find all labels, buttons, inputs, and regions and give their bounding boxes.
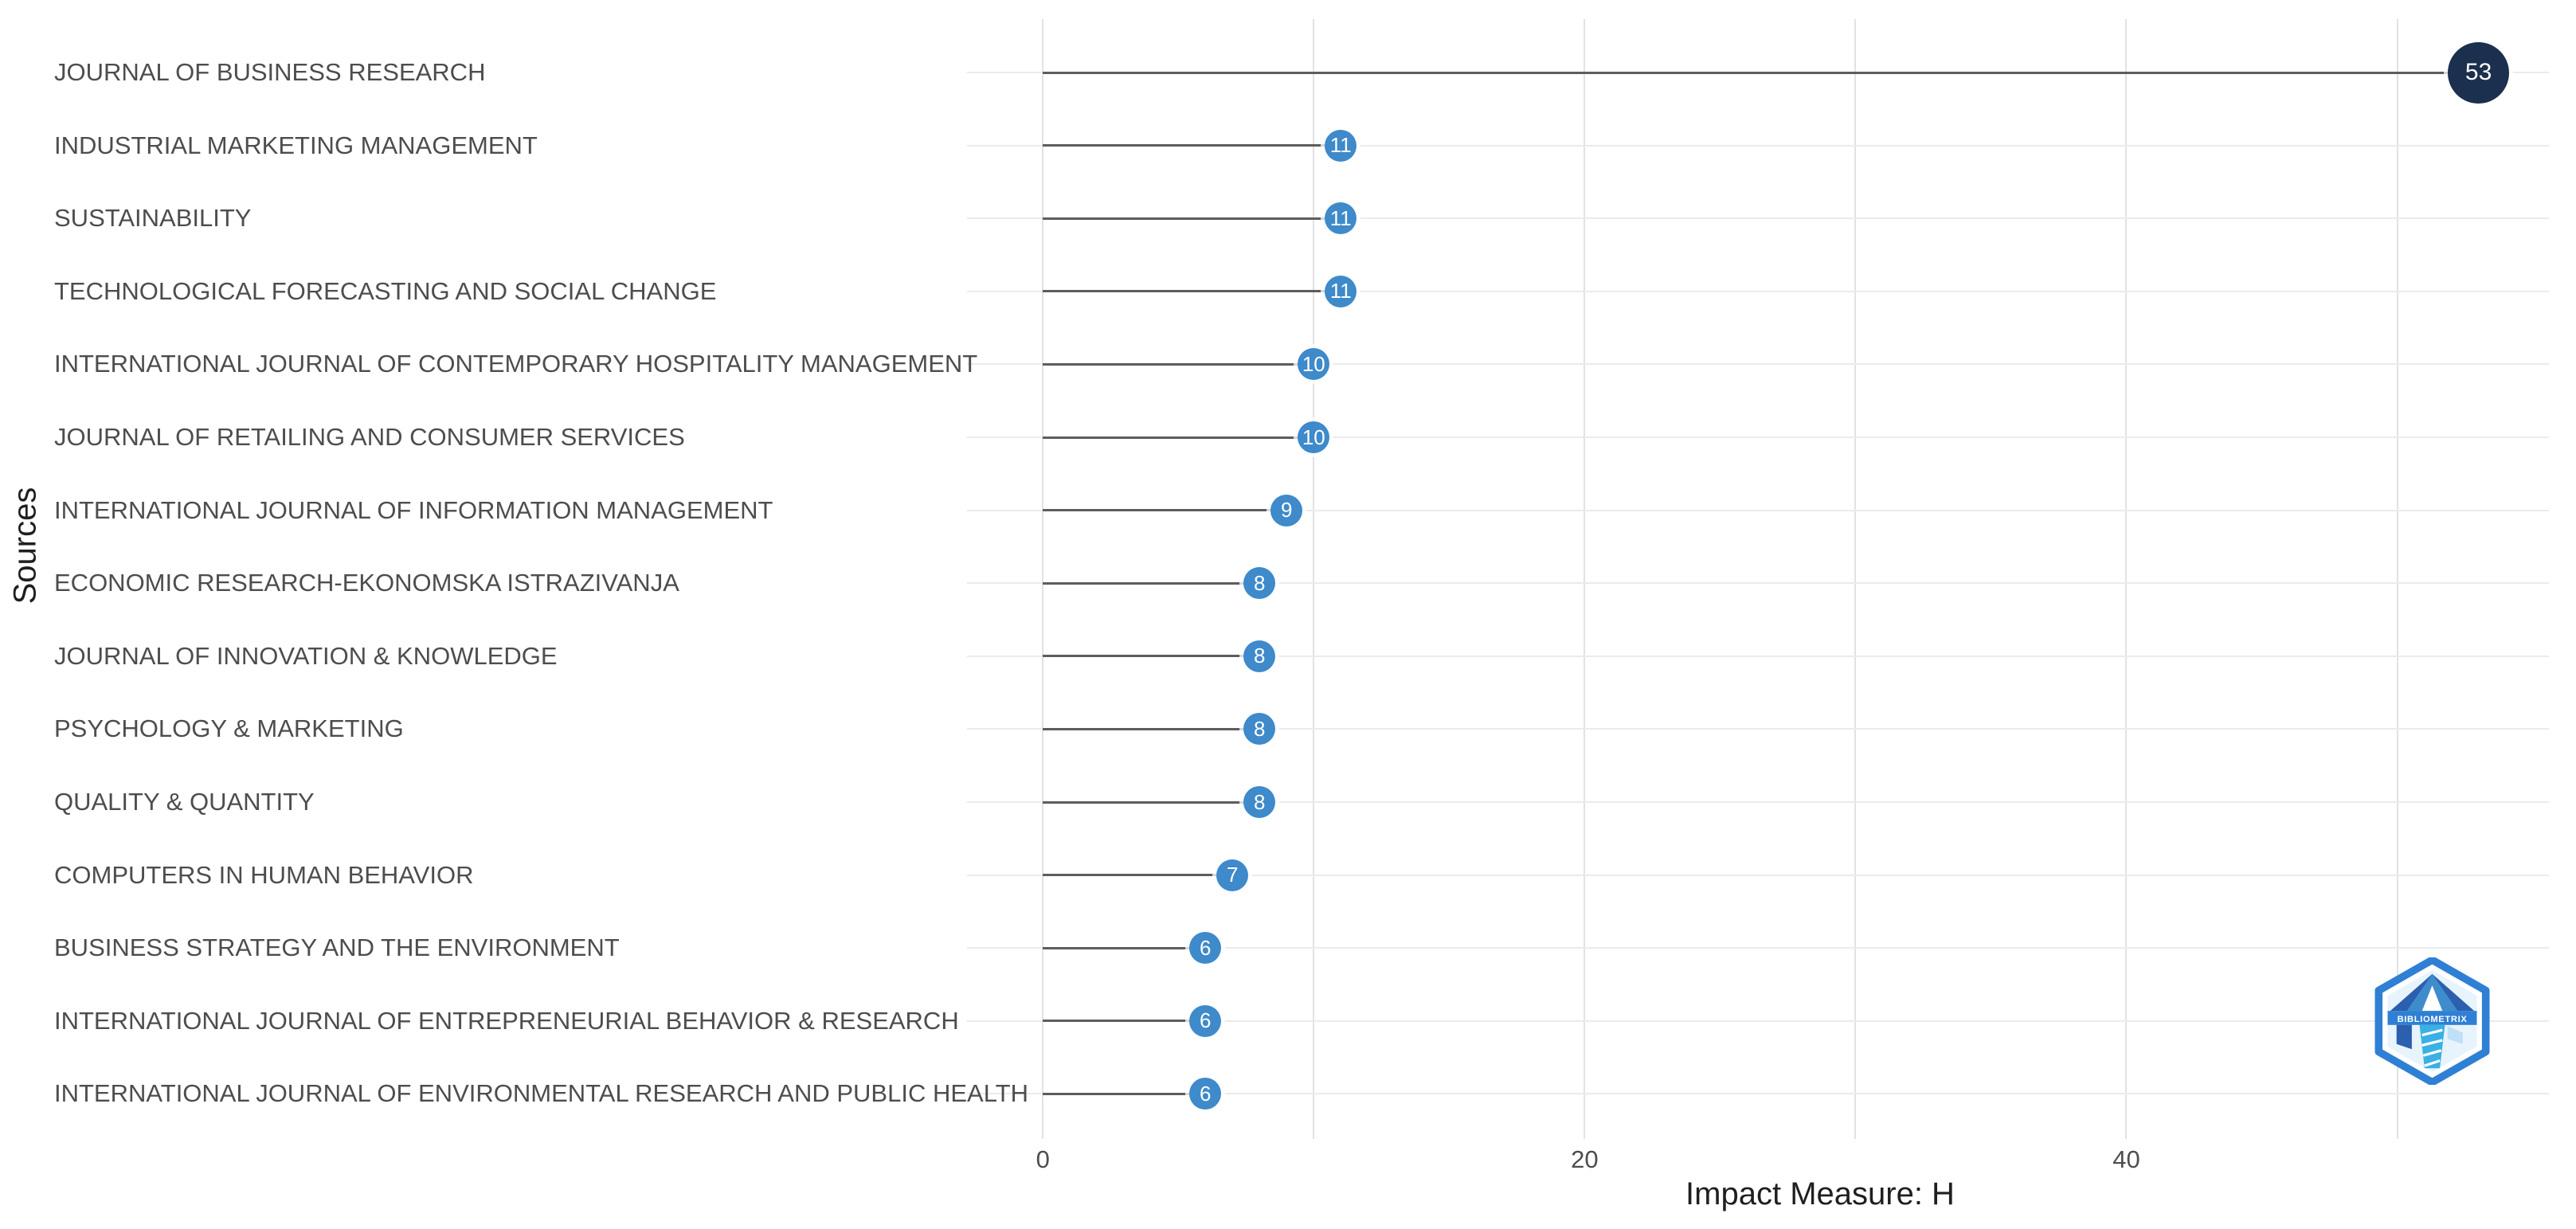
lollipop-stem	[1043, 1092, 1206, 1095]
category-label: COMPUTERS IN HUMAN BEHAVIOR	[54, 860, 474, 889]
lollipop-stem	[1043, 436, 1314, 439]
x-axis-title: Impact Measure: H	[1685, 1176, 1955, 1211]
data-point[interactable]: 9	[1270, 494, 1303, 526]
logo-stripe	[2422, 1049, 2442, 1057]
lollipop-stem	[1043, 655, 1260, 658]
x-gridline	[2396, 19, 2398, 1139]
category-label: TECHNOLOGICAL FORECASTING AND SOCIAL CHA…	[54, 276, 717, 305]
data-point[interactable]: 6	[1189, 932, 1222, 965]
data-point[interactable]: 11	[1325, 129, 1357, 162]
lollipop-stem	[1043, 874, 1233, 877]
category-label: INTERNATIONAL JOURNAL OF ENVIRONMENTAL R…	[54, 1079, 1028, 1108]
category-label: SUSTAINABILITY	[54, 204, 252, 233]
x-tick-label: 20	[1571, 1145, 1599, 1173]
category-label: JOURNAL OF BUSINESS RESEARCH	[54, 58, 486, 86]
logo-steps	[2396, 1024, 2412, 1050]
category-label: BUSINESS STRATEGY AND THE ENVIRONMENT	[54, 933, 620, 962]
data-point[interactable]: 7	[1216, 859, 1249, 891]
x-gridline	[1854, 19, 1857, 1139]
logo-lighthouse-tower	[2419, 1024, 2445, 1069]
data-point[interactable]: 8	[1243, 567, 1276, 600]
x-gridline	[1313, 19, 1315, 1139]
category-label: ECONOMIC RESEARCH-EKONOMSKA ISTRAZIVANJA	[54, 569, 679, 597]
data-point[interactable]: 8	[1243, 640, 1276, 672]
bibliometrix-logo: BIBLIOMETRIX	[2374, 957, 2490, 1085]
data-point[interactable]: 11	[1325, 202, 1357, 235]
data-point[interactable]: 10	[1298, 421, 1330, 453]
y-gridline	[967, 217, 2549, 220]
lollipop-stem	[1043, 144, 1341, 147]
lollipop-stem	[1043, 946, 1206, 949]
lollipop-stem	[1043, 581, 1260, 585]
logo-stripe	[2421, 1028, 2443, 1037]
y-axis-title: Sources	[7, 487, 43, 605]
lollipop-stem	[1043, 290, 1341, 293]
category-label: INDUSTRIAL MARKETING MANAGEMENT	[54, 131, 538, 159]
lollipop-stem	[1043, 1020, 1206, 1023]
logo-stripe	[2421, 1039, 2443, 1047]
lollipop-stem	[1043, 509, 1287, 512]
data-point[interactable]: 8	[1243, 713, 1276, 746]
data-point[interactable]: 6	[1189, 1004, 1222, 1037]
y-gridline	[967, 1020, 2549, 1022]
y-gridline	[967, 655, 2549, 657]
logo-light-beam	[2447, 1026, 2463, 1044]
y-gridline	[967, 801, 2549, 803]
data-point[interactable]: 11	[1325, 275, 1357, 307]
x-tick-label: 0	[1035, 1145, 1050, 1173]
y-gridline	[967, 363, 2549, 366]
y-gridline	[967, 728, 2549, 730]
x-gridline	[1584, 19, 1586, 1139]
category-label: INTERNATIONAL JOURNAL OF INFORMATION MAN…	[54, 495, 773, 524]
data-point[interactable]: 8	[1243, 786, 1276, 818]
category-label: INTERNATIONAL JOURNAL OF ENTREPRENEURIAL…	[54, 1006, 959, 1035]
logo-text: BIBLIOMETRIX	[2398, 1015, 2468, 1024]
logo-lighthouse-top	[2421, 985, 2443, 1012]
lollipop-stem	[1043, 362, 1314, 366]
logo-stripe	[2424, 1059, 2441, 1067]
data-point[interactable]: 53	[2448, 41, 2510, 104]
category-label: PSYCHOLOGY & MARKETING	[54, 714, 404, 743]
y-gridline	[967, 509, 2549, 511]
x-gridline	[2125, 19, 2128, 1139]
lollipop-stem	[1043, 727, 1260, 730]
y-gridline	[967, 582, 2549, 585]
lollipop-stem	[1043, 800, 1260, 804]
lollipop-stem	[1043, 217, 1341, 220]
category-label: JOURNAL OF RETAILING AND CONSUMER SERVIC…	[54, 423, 685, 451]
y-gridline	[967, 874, 2549, 876]
category-label: QUALITY & QUANTITY	[54, 788, 315, 816]
x-tick-label: 40	[2112, 1145, 2140, 1173]
category-label: JOURNAL OF INNOVATION & KNOWLEDGE	[54, 641, 558, 670]
y-gridline	[967, 144, 2549, 147]
y-gridline	[967, 1093, 2549, 1095]
category-label: INTERNATIONAL JOURNAL OF CONTEMPORARY HO…	[54, 350, 978, 378]
y-gridline	[967, 290, 2549, 292]
y-gridline	[967, 947, 2549, 949]
lollipop-stem	[1043, 71, 2479, 74]
y-gridline	[967, 436, 2549, 438]
x-gridline	[1042, 19, 1044, 1139]
logo-banner	[2387, 1011, 2477, 1025]
data-point[interactable]: 6	[1189, 1078, 1222, 1110]
data-point[interactable]: 10	[1298, 348, 1330, 381]
